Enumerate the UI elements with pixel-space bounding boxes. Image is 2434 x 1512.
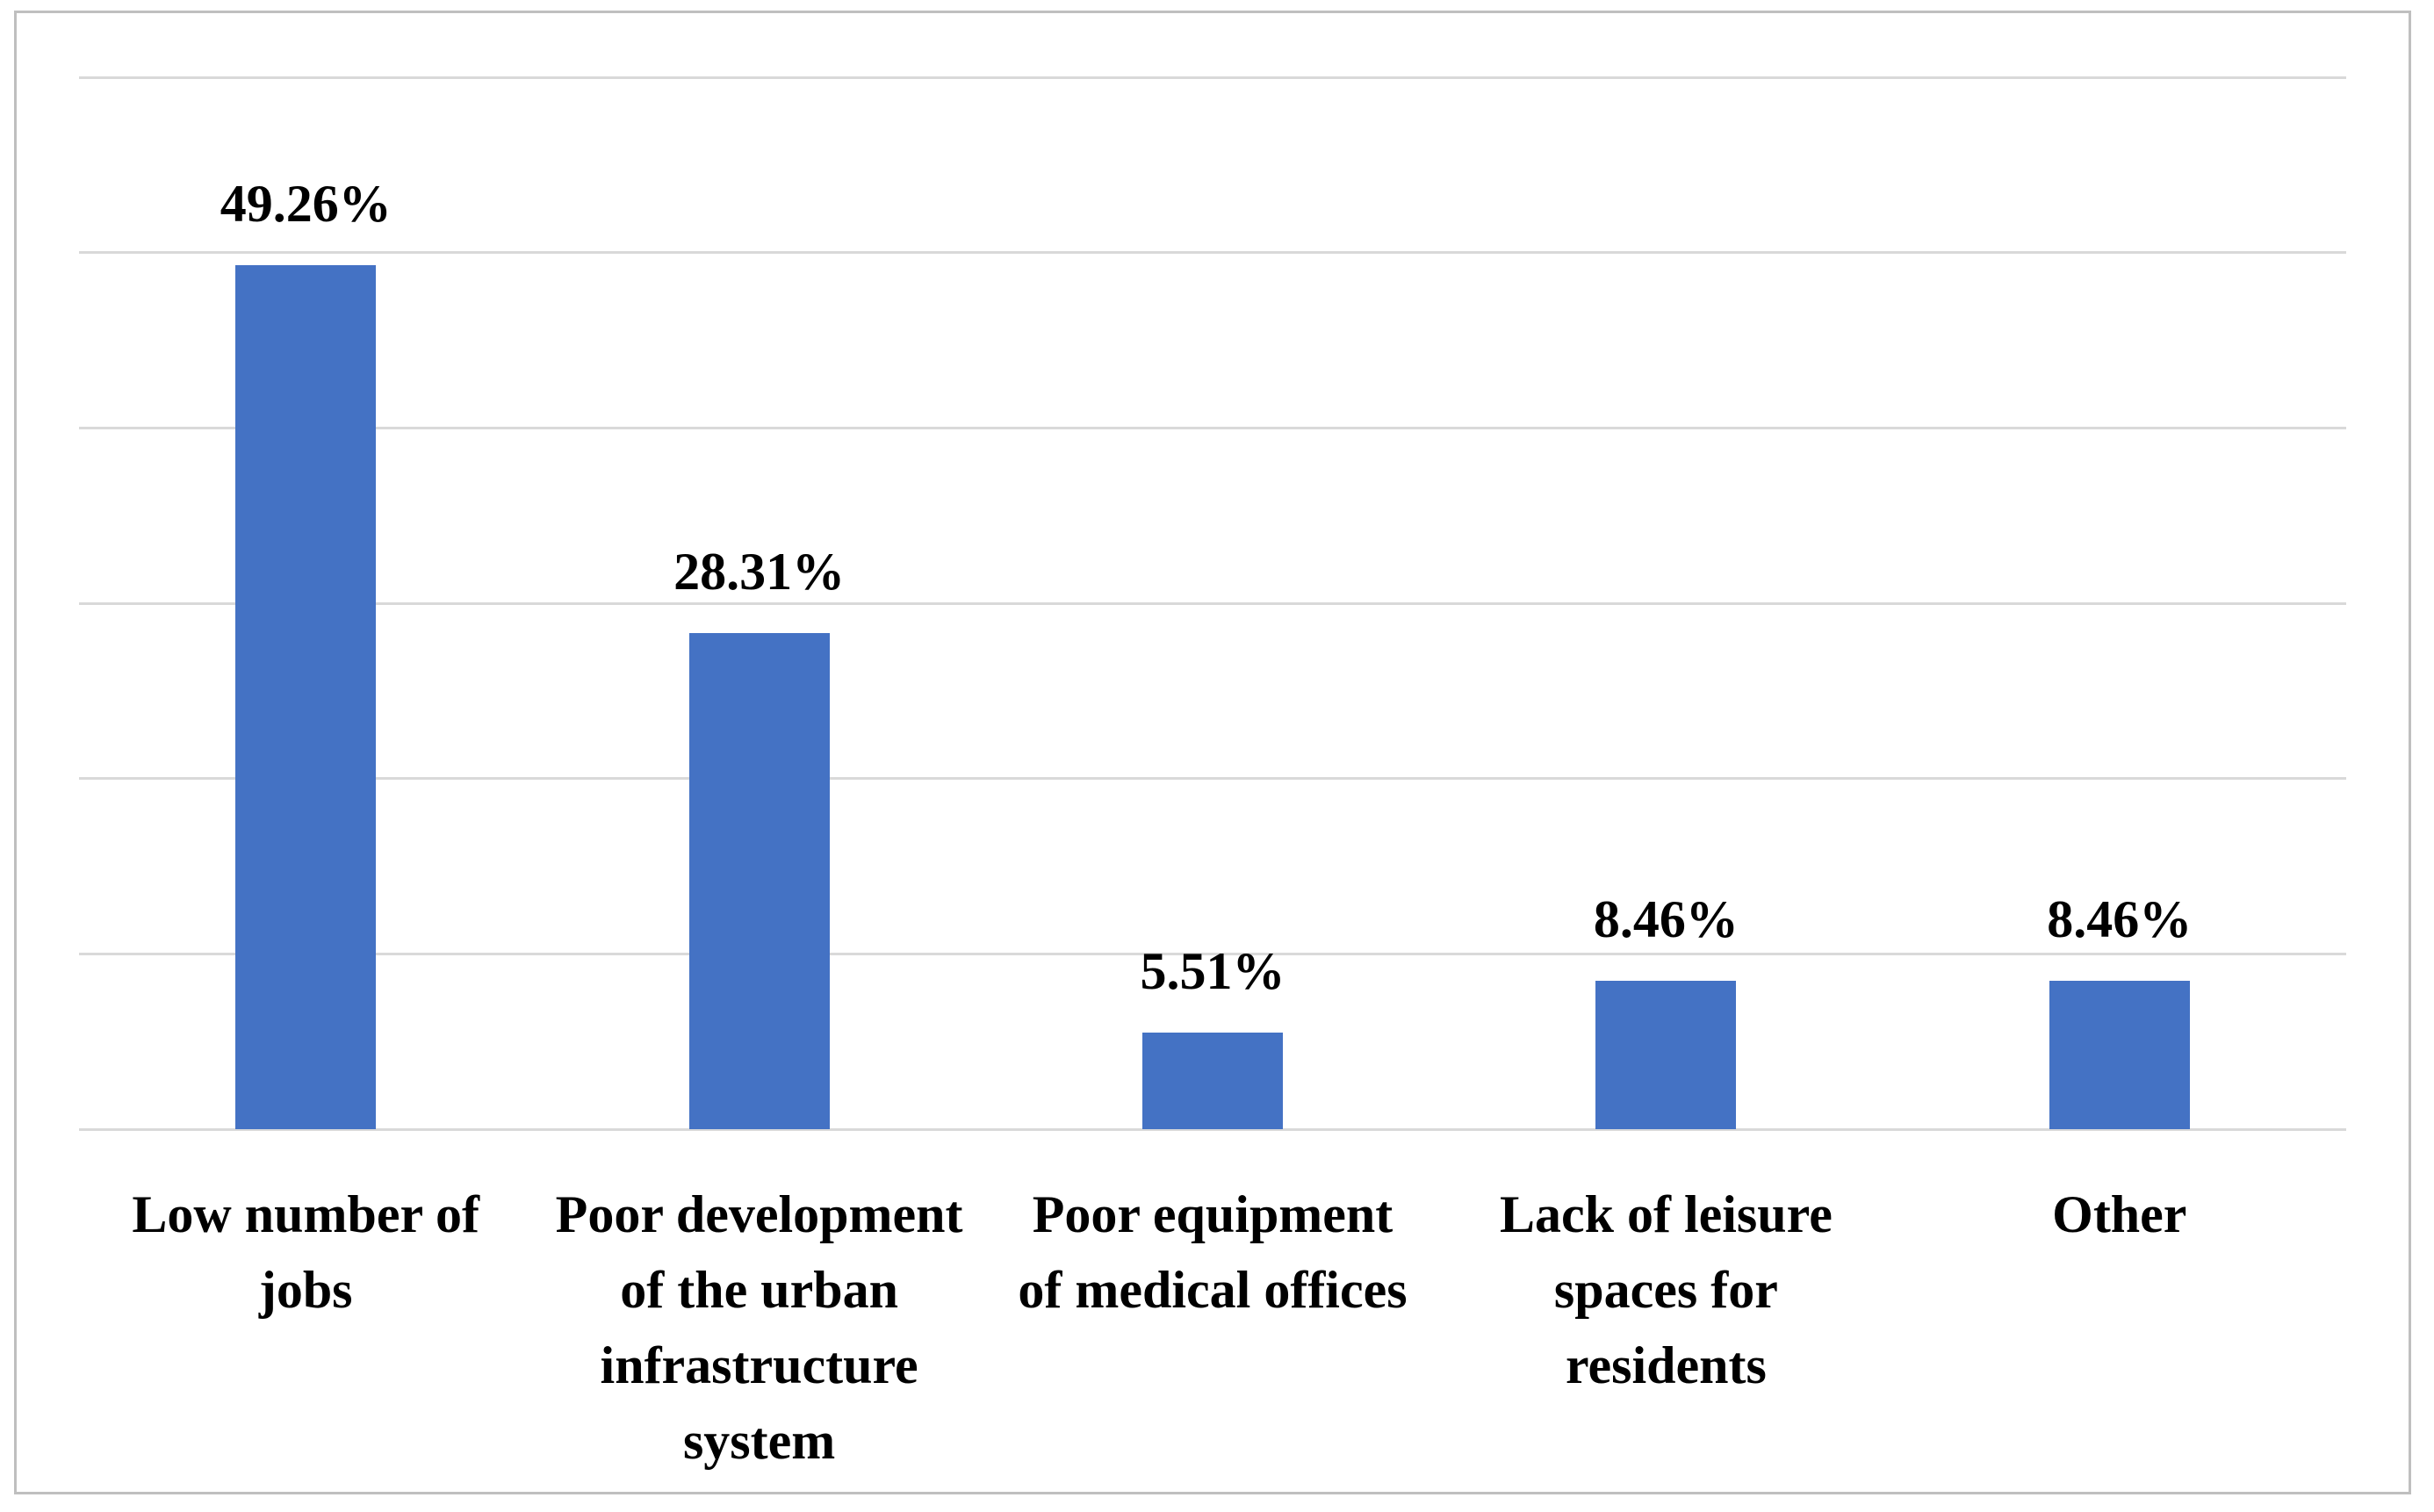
bar	[1142, 1032, 1283, 1129]
category-label: Poor development of the urban infrastruc…	[555, 1185, 963, 1470]
gridline	[79, 1127, 2346, 1131]
bar	[688, 632, 830, 1129]
gridline	[79, 76, 2346, 79]
bar	[2049, 981, 2190, 1129]
gridline	[79, 601, 2346, 605]
bar-value-label: 5.51%	[1140, 941, 1285, 1000]
bar	[235, 265, 377, 1129]
bar-value-label: 8.46%	[1593, 890, 1739, 949]
gridline	[79, 777, 2346, 781]
category-label: Lack of leisure spaces for residents	[1499, 1185, 1833, 1394]
gridline	[79, 426, 2346, 429]
bar	[1595, 981, 1737, 1129]
bar-value-label: 8.46%	[2047, 890, 2193, 949]
gridline	[79, 251, 2346, 255]
gridline	[79, 952, 2346, 955]
category-label: Low number of jobs	[132, 1185, 479, 1319]
category-label: Poor equipment of medical offices	[1018, 1185, 1408, 1319]
category-label: Other	[2052, 1185, 2187, 1243]
chart-border	[14, 11, 2411, 1494]
bar-value-label: 28.31%	[673, 542, 846, 601]
plot-area: 49.26% 28.31% 5.51% 8.46% 8.46%	[79, 76, 2346, 1131]
bar-value-label: 49.26%	[220, 175, 392, 234]
